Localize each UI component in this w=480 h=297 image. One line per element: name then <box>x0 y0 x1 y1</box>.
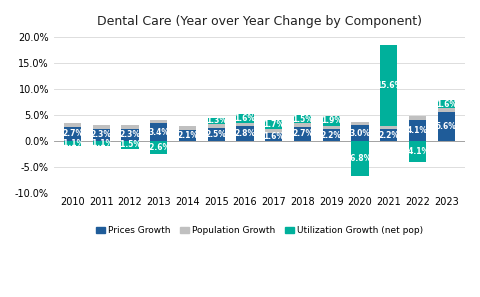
Text: 4.1%: 4.1% <box>407 126 428 135</box>
Bar <box>179 130 196 141</box>
Bar <box>265 129 282 132</box>
Bar <box>265 132 282 141</box>
Text: 2.7%: 2.7% <box>62 129 83 138</box>
Bar <box>380 129 397 141</box>
Bar <box>438 108 455 112</box>
Text: 1.3%: 1.3% <box>206 116 227 125</box>
Bar <box>323 126 340 129</box>
Bar <box>64 123 81 127</box>
Bar <box>351 125 369 141</box>
Text: 2.5%: 2.5% <box>206 130 227 139</box>
Bar <box>294 116 311 123</box>
Bar <box>351 122 369 125</box>
Bar <box>409 116 426 120</box>
Bar <box>265 120 282 129</box>
Text: 1.6%: 1.6% <box>436 99 457 109</box>
Bar <box>438 112 455 141</box>
Title: Dental Care (Year over Year Change by Component): Dental Care (Year over Year Change by Co… <box>97 15 422 28</box>
Text: 2.1%: 2.1% <box>177 131 198 140</box>
Text: 1.7%: 1.7% <box>263 120 284 129</box>
Bar <box>93 129 110 141</box>
Bar <box>121 141 139 148</box>
Bar <box>208 118 225 124</box>
Text: 2.8%: 2.8% <box>235 129 256 138</box>
Bar <box>294 123 311 127</box>
Bar <box>237 123 254 126</box>
Text: 1.6%: 1.6% <box>235 114 255 123</box>
Bar <box>323 129 340 141</box>
Bar <box>121 129 139 141</box>
Text: 1.9%: 1.9% <box>321 116 342 125</box>
Bar <box>237 114 254 123</box>
Text: -6.8%: -6.8% <box>348 154 372 163</box>
Text: 3.4%: 3.4% <box>148 127 169 137</box>
Bar <box>93 125 110 129</box>
Bar <box>237 126 254 141</box>
Legend: Prices Growth, Population Growth, Utilization Growth (net pop): Prices Growth, Population Growth, Utiliz… <box>92 222 427 238</box>
Text: 2.3%: 2.3% <box>91 130 112 139</box>
Text: -4.1%: -4.1% <box>406 147 430 156</box>
Bar <box>380 45 397 126</box>
Bar <box>351 141 369 176</box>
Bar <box>150 120 168 123</box>
Bar <box>323 116 340 126</box>
Text: 15.6%: 15.6% <box>376 81 402 90</box>
Text: 2.7%: 2.7% <box>292 129 313 138</box>
Bar <box>438 100 455 108</box>
Bar <box>409 141 426 162</box>
Bar <box>294 127 311 141</box>
Text: 1.5%: 1.5% <box>292 115 313 124</box>
Bar <box>64 141 81 146</box>
Bar <box>380 126 397 129</box>
Bar <box>409 120 426 141</box>
Text: -2.6%: -2.6% <box>147 143 171 152</box>
Bar <box>208 124 225 128</box>
Text: 2.2%: 2.2% <box>378 131 399 140</box>
Bar <box>150 123 168 141</box>
Text: 2.3%: 2.3% <box>120 130 141 139</box>
Text: -1.5%: -1.5% <box>118 140 142 149</box>
Text: -1.1%: -1.1% <box>60 139 84 148</box>
Text: 2.2%: 2.2% <box>321 131 342 140</box>
Text: 5.6%: 5.6% <box>436 122 457 131</box>
Bar <box>208 128 225 141</box>
Text: 3.0%: 3.0% <box>349 129 371 138</box>
Bar <box>179 126 196 130</box>
Bar <box>121 125 139 129</box>
Bar <box>93 141 110 146</box>
Text: 1.6%: 1.6% <box>264 132 284 141</box>
Text: -1.1%: -1.1% <box>89 139 113 148</box>
Bar <box>150 141 168 154</box>
Bar <box>64 127 81 141</box>
